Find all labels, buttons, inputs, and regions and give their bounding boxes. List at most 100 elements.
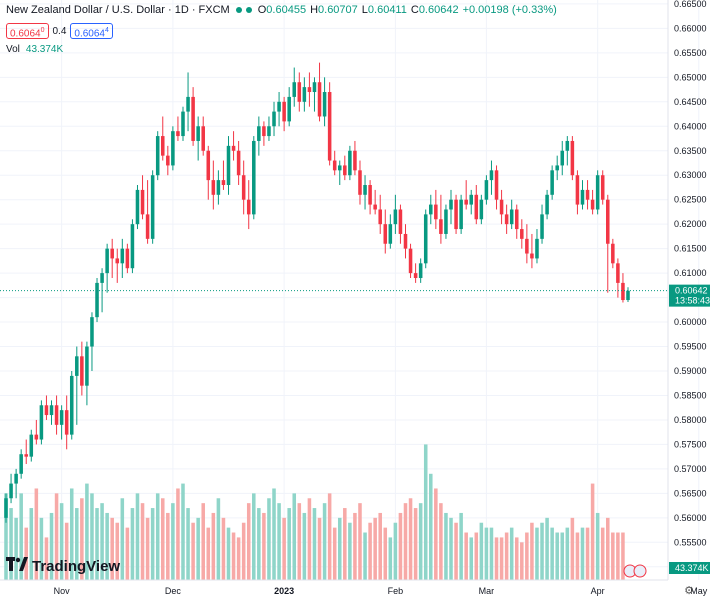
tradingview-logo[interactable]: TradingView [6, 557, 120, 576]
y-tick-label: 0.61500 [674, 244, 707, 254]
candle-body [560, 150, 565, 166]
volume-bar [24, 527, 28, 580]
volume-bar [606, 517, 610, 580]
candle-body [327, 92, 332, 161]
candle-body [312, 82, 317, 93]
volume-bar [514, 537, 519, 580]
y-tick-label: 0.56500 [674, 488, 707, 498]
low-label: L [361, 4, 368, 16]
volume-bar [231, 532, 236, 580]
candle-body [520, 229, 524, 239]
volume-bar [383, 527, 388, 580]
settings-gear-icon[interactable]: ⚙ [684, 585, 694, 597]
candle-body [160, 136, 165, 156]
volume-bar [150, 508, 155, 580]
candle-body [611, 243, 615, 264]
volume-bar [540, 522, 544, 580]
volume-legend[interactable]: Vol 43.374K [6, 44, 63, 55]
volume-bar [332, 527, 337, 580]
candle-body [80, 356, 84, 386]
price-axis[interactable]: 0.66500 0.66000 0.65500 0.65000 0.64500 0.640… [667, 0, 710, 580]
market-status-dot-2 [245, 7, 252, 13]
countdown-label: 13:58:43 [675, 296, 710, 306]
volume-bar [449, 517, 453, 580]
volume-bar [196, 517, 200, 580]
candle-body [49, 405, 54, 416]
candle-body [403, 233, 408, 249]
volume-bars [4, 444, 625, 580]
volume-value: 43.374K [25, 44, 64, 55]
buy-button[interactable]: 0.60644 [70, 23, 113, 39]
candle-body [150, 175, 155, 239]
candle-body [616, 263, 620, 283]
candle-body [4, 498, 8, 518]
y-tick-label: 0.59500 [674, 342, 707, 352]
candle-body [282, 101, 286, 122]
volume-bar [317, 517, 322, 580]
volume-tag [669, 562, 710, 574]
volume-tag-label: 43.374K [675, 563, 709, 573]
candle-body [353, 150, 357, 171]
candle-body [135, 189, 140, 225]
candle-body [429, 204, 433, 215]
candle-body [105, 248, 109, 274]
tradingview-logo-icon [6, 557, 28, 576]
high-value: 0.60707 [318, 4, 358, 16]
candle-body [201, 126, 205, 151]
volume-bar [59, 503, 64, 580]
volume-bar [535, 527, 539, 580]
volume-bar [140, 503, 145, 580]
candle-body [75, 356, 79, 376]
candle-body [514, 209, 519, 230]
volume-bar [408, 498, 413, 580]
volume-bar [560, 532, 565, 580]
volume-bar [166, 512, 170, 580]
y-tick-label: 0.62000 [674, 219, 707, 229]
y-tick-label: 0.57000 [674, 464, 707, 474]
candle-body [550, 170, 554, 195]
candle-body [90, 317, 94, 347]
candle-body [454, 199, 458, 230]
y-tick-label: 0.60000 [674, 317, 707, 327]
volume-bar [64, 522, 69, 580]
candle-body [54, 405, 59, 425]
symbol-title[interactable]: New Zealand Dollar / U.S. Dollar · 1D · … [6, 4, 230, 16]
volume-bar [322, 503, 327, 580]
volume-bar [216, 498, 221, 580]
volume-bar [4, 493, 8, 580]
time-axis[interactable]: NovDec2023FebMarAprMayJun [0, 579, 710, 596]
volume-bar [135, 493, 140, 580]
volume-bar [307, 498, 312, 580]
candle-body [378, 209, 382, 225]
volume-bar [302, 512, 307, 580]
volume-bar [580, 527, 585, 580]
volume-bar [434, 488, 438, 580]
volume-bar [49, 512, 54, 580]
volume-bar [611, 532, 615, 580]
candle-body [368, 185, 372, 205]
sell-button[interactable]: 0.60640 [6, 23, 49, 39]
volume-bar [80, 498, 84, 580]
volume-bar [621, 532, 625, 580]
candle-body [322, 92, 327, 117]
volume-bar [353, 512, 357, 580]
volume-bar [585, 527, 590, 580]
candle-body [14, 473, 18, 484]
volume-bar [44, 537, 49, 580]
volume-bar [90, 493, 94, 580]
candle-body [590, 199, 595, 210]
candle-body [525, 238, 529, 254]
volume-bar [95, 508, 99, 580]
volume-bar [373, 517, 377, 580]
volume-bar [292, 493, 297, 580]
y-tick-label: 0.58000 [674, 415, 707, 425]
candle-body [19, 454, 23, 474]
volume-bar [555, 532, 559, 580]
x-tick-label: Feb [388, 586, 404, 596]
candle-body [85, 346, 89, 386]
change-value: +0.00198 (+0.33%) [462, 4, 557, 16]
candle-body [246, 199, 251, 215]
volume-bar [39, 517, 44, 580]
volume-bar [85, 483, 89, 580]
